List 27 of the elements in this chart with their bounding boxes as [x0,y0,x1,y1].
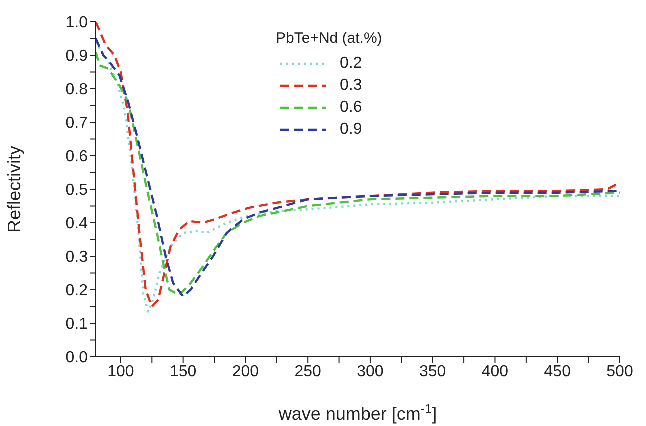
y-tick-label: 0.0 [66,350,88,367]
x-tick-label: 350 [420,363,446,380]
x-tick-label: 150 [170,363,197,380]
legend-label: 0.6 [340,99,362,117]
y-tick-label: 0.6 [66,148,88,166]
y-tick-label: 0.1 [66,316,88,334]
y-tick-label: 1.0 [66,14,88,32]
y-axis-title: Reflectivity [4,146,24,234]
x-tick-label: 250 [294,363,322,380]
x-tick-label: 450 [544,363,572,380]
x-tick-label: 200 [232,363,260,380]
y-tick-label: 0.8 [66,82,88,99]
y-tick-label: 0.4 [66,216,88,233]
legend-label: 0.3 [340,77,362,95]
y-tick-label: 0.5 [66,182,88,200]
x-tick-label: 100 [108,363,134,380]
x-tick-label: 500 [606,363,634,380]
legend-label: 0.2 [340,55,362,73]
legend-label: 0.9 [340,121,362,139]
legend-title: PbTe+Nd (at.%) [276,30,382,47]
y-tick-label: 0.7 [66,115,88,132]
y-tick-label: 0.9 [66,48,88,66]
x-axis-title: wave number [cm$^{-1}$] [278,402,438,424]
y-tick-label: 0.3 [66,249,88,266]
y-tick-label: 0.2 [66,282,88,300]
x-tick-label: 300 [357,363,384,380]
x-tick-label: 400 [482,363,509,380]
